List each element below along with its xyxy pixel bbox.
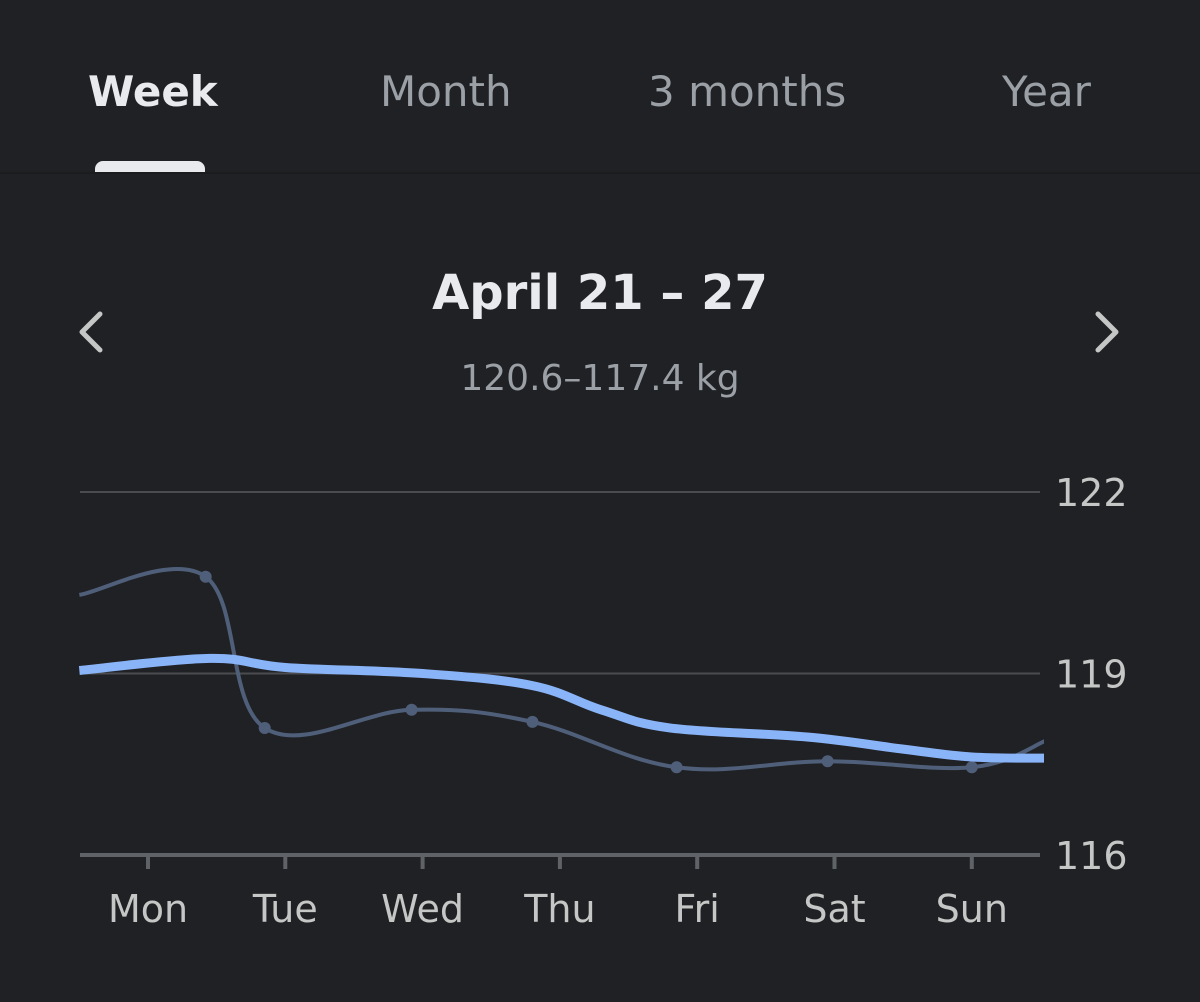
active-tab-indicator [95, 161, 205, 172]
y-tick-label: 122 [1055, 471, 1128, 515]
chevron-left-icon [79, 311, 103, 353]
x-tick-label: Thu [523, 887, 595, 931]
measurement-point [821, 755, 834, 768]
x-tick-label: Tue [252, 887, 318, 931]
tab-year[interactable]: Year [1002, 67, 1091, 116]
x-tick-label: Mon [108, 887, 188, 931]
x-tick-label: Wed [381, 887, 464, 931]
measurement-point [258, 721, 271, 734]
x-tick-label: Sat [803, 887, 865, 931]
measurement-point [405, 703, 418, 716]
date-range-title: April 21 – 27 [432, 265, 768, 321]
measurement-point [965, 761, 978, 774]
chevron-right-icon [1095, 311, 1119, 353]
range-tabs: Week Month 3 months Year [0, 0, 1200, 174]
series-measurements-line [78, 566, 1044, 772]
next-week-button[interactable] [1074, 300, 1138, 364]
previous-week-button[interactable] [60, 300, 124, 364]
y-tick-label: 116 [1055, 834, 1128, 878]
y-tick-label: 119 [1055, 653, 1128, 697]
measurement-point [526, 715, 539, 728]
measurement-point [199, 570, 212, 583]
x-tick-label: Sun [936, 887, 1008, 931]
measurement-point [670, 761, 683, 774]
tab-3-months[interactable]: 3 months [648, 67, 847, 116]
series-trend-line [78, 653, 1044, 763]
tab-month[interactable]: Month [380, 67, 512, 116]
tab-week[interactable]: Week [88, 67, 218, 116]
x-tick-label: Fri [675, 887, 720, 931]
weight-range-summary: 120.6–117.4 kg [460, 358, 740, 399]
